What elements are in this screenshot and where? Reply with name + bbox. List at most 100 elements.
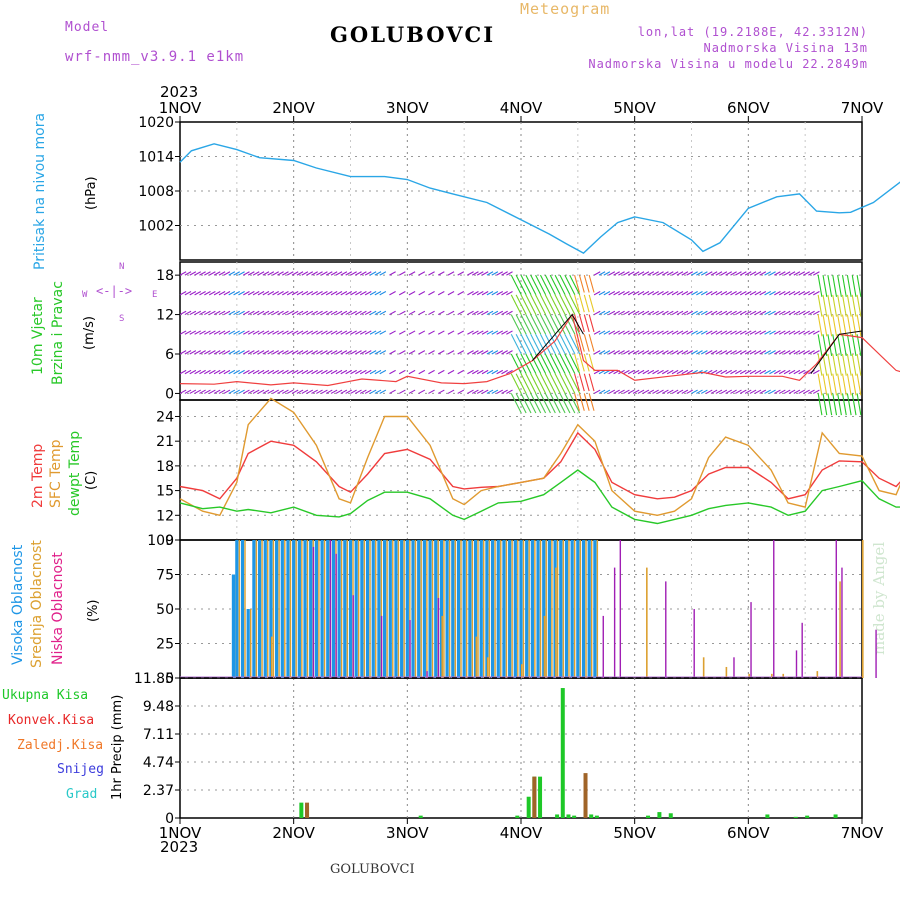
cloud-bar-high	[292, 540, 296, 678]
wind-barb	[437, 389, 445, 394]
wind-barb	[243, 330, 250, 335]
cloud-bar-low	[875, 629, 877, 678]
wind-barb	[262, 330, 270, 335]
wind-barb	[735, 291, 742, 296]
wind-barb	[476, 310, 484, 316]
wind-barb	[355, 389, 362, 394]
wind-barb	[525, 274, 537, 295]
wind-barb	[481, 369, 489, 375]
wind-barb	[662, 330, 669, 335]
wind-barb	[364, 310, 372, 316]
wind-barb	[803, 291, 810, 296]
cloud-bar-low	[801, 622, 803, 678]
wind-barb	[632, 369, 640, 375]
wind-barb	[544, 334, 556, 355]
cloud-bar-mid	[573, 540, 576, 678]
wind-barb	[223, 291, 231, 296]
wind-barb	[179, 389, 187, 394]
wind-barb	[627, 369, 635, 375]
wind-barb	[588, 373, 595, 392]
wind-barb	[301, 291, 309, 296]
wind-barb	[374, 389, 382, 394]
wind-barb	[544, 353, 556, 374]
wind-barb	[846, 353, 852, 376]
wind-ylabel-main: 10m Vjetar	[30, 297, 46, 375]
wind-barb	[350, 369, 357, 375]
wind-barb	[457, 271, 465, 276]
cloud-bar-mid	[460, 540, 462, 678]
wind-barb	[189, 389, 197, 394]
wind-barb	[613, 330, 620, 335]
cloud-bar-low	[733, 657, 735, 678]
wind-barb	[827, 334, 833, 357]
wind-barb	[837, 353, 842, 376]
wind-barb	[335, 271, 343, 276]
wind-barb	[238, 369, 245, 375]
cloud-bar-low	[773, 540, 775, 678]
wind-barb	[618, 389, 625, 394]
cloud-bar-mid	[596, 540, 599, 678]
wind-barb	[398, 369, 406, 375]
wind-barb	[208, 271, 216, 276]
wind-barb	[657, 271, 664, 276]
cloud-bar-high	[383, 540, 387, 678]
wind-barb	[744, 369, 752, 375]
temp-ylabel-dew: dewpt Temp	[67, 430, 83, 516]
wind-barb	[642, 389, 650, 394]
wind-barb	[700, 291, 708, 296]
wind-barb	[340, 271, 348, 276]
wind-barb	[744, 389, 752, 394]
wind-barb	[739, 350, 747, 355]
wind-barb	[501, 389, 508, 394]
date-tick-top: 5NOV	[613, 99, 656, 117]
wind-barb	[647, 330, 655, 335]
y-tick-label: 9	[165, 533, 174, 549]
wind-barb	[467, 350, 474, 355]
wind-barb	[627, 389, 635, 394]
cloud-bar-high	[536, 540, 540, 678]
wind-barb	[364, 291, 372, 296]
wind-barb	[574, 353, 580, 372]
wind-barb	[783, 389, 791, 394]
precip-bar-total	[566, 814, 571, 818]
wind-barb	[213, 350, 221, 355]
wind-barb	[272, 350, 279, 355]
wind-barb	[774, 350, 781, 355]
wind-barb	[286, 271, 294, 276]
wind-barb	[754, 310, 762, 316]
wind-barb	[199, 389, 206, 394]
wind-barb	[681, 369, 689, 375]
wind-barb	[837, 373, 842, 396]
cloud-bar-high	[422, 540, 426, 678]
wind-barb	[525, 314, 537, 335]
wind-barb	[603, 350, 611, 355]
wind-barb	[696, 291, 703, 296]
wind-barb	[618, 271, 625, 276]
wind-barb	[194, 310, 202, 316]
cloud-bar-mid	[306, 540, 309, 678]
wind-barb	[696, 389, 703, 394]
wind-barb	[846, 275, 852, 297]
wind-barb	[588, 274, 595, 293]
wind-barb	[710, 330, 718, 335]
wind-barb	[238, 350, 245, 355]
wind-barb	[715, 271, 723, 276]
wind-barb	[510, 373, 522, 394]
wind-barb	[564, 294, 576, 315]
wind-barb	[657, 330, 664, 335]
cloud-bar-mid	[369, 540, 371, 678]
wind-barb	[544, 314, 556, 335]
wind-barb	[564, 334, 576, 355]
wind-barb	[832, 294, 838, 317]
cloud-bar-high	[456, 540, 461, 678]
wind-barb	[282, 291, 289, 296]
wind-barb	[233, 310, 240, 316]
wind-barb	[184, 291, 192, 296]
wind-barb	[311, 330, 318, 335]
cloud-bar-high	[508, 540, 512, 678]
wind-barb	[369, 310, 377, 316]
precip-bar-total	[299, 802, 304, 818]
wind-barb	[228, 350, 236, 355]
cloud-bar-high	[257, 540, 262, 678]
wind-barb	[744, 271, 752, 276]
